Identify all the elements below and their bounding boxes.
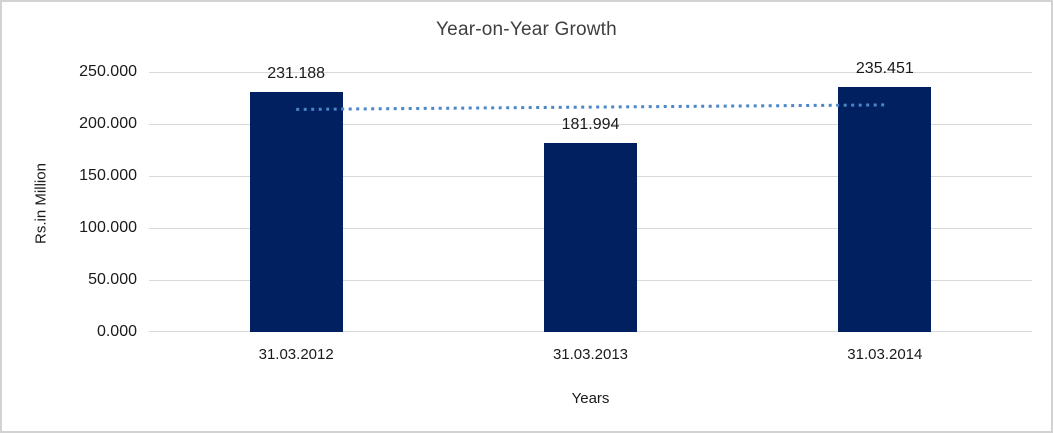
x-tick-label: 31.03.2012 xyxy=(258,346,334,363)
gridline xyxy=(149,72,1032,73)
y-tick-label: 0.000 xyxy=(96,323,137,340)
plot-area xyxy=(149,72,1032,332)
y-tick-label: 50.000 xyxy=(88,271,137,288)
y-axis-title: Rs.in Million xyxy=(32,163,50,244)
x-tick-label: 31.03.2014 xyxy=(847,346,923,363)
bar xyxy=(838,87,932,332)
trendline-path xyxy=(296,103,885,111)
y-tick-label: 250.000 xyxy=(79,63,137,80)
trendline xyxy=(296,103,885,111)
x-axis-title: Years xyxy=(571,390,610,407)
chart-title: Year-on-Year Growth xyxy=(436,19,617,40)
x-tick-label: 31.03.2013 xyxy=(552,346,629,363)
y-tick-label: 100.000 xyxy=(79,219,137,236)
gridline xyxy=(149,124,1032,125)
y-tick-label: 150.000 xyxy=(79,167,137,184)
bar-value-label: 181.994 xyxy=(561,115,620,133)
bar xyxy=(249,91,343,332)
bar-value-label: 235.451 xyxy=(855,60,914,78)
bar-value-label: 231.188 xyxy=(267,64,326,82)
y-tick-label: 200.000 xyxy=(79,115,137,132)
bar xyxy=(544,142,637,332)
